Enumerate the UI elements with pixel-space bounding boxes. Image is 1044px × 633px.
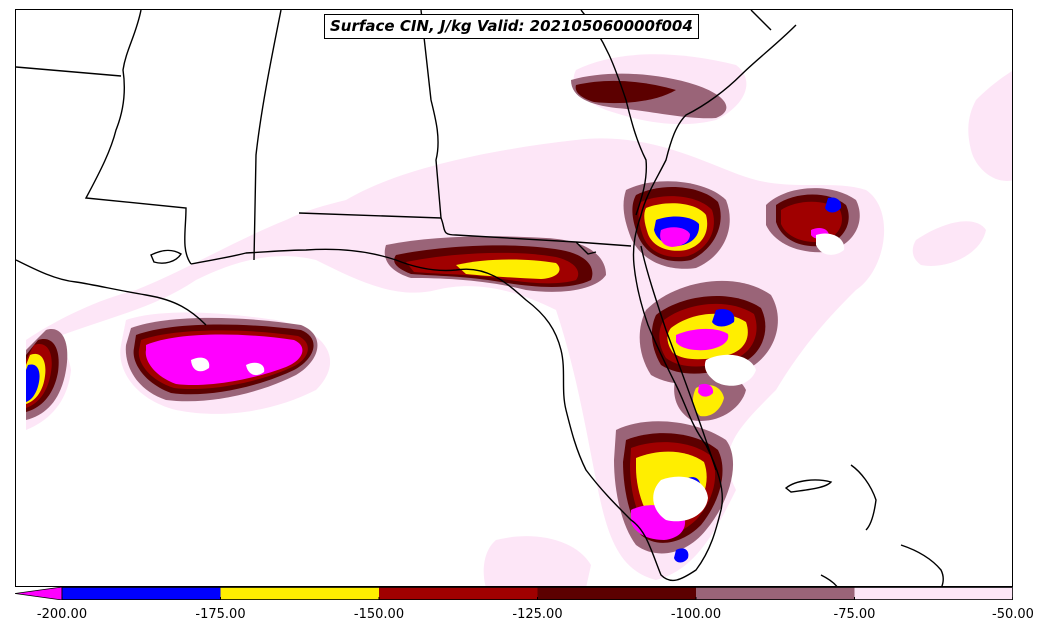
cin-map	[16, 10, 1012, 586]
colorbar-tick-label: -100.00	[670, 607, 722, 622]
colorbar-tick-label: -175.00	[195, 607, 246, 622]
map-title: Surface CIN, J/kg Valid: 202105060000f00…	[324, 14, 699, 39]
colorbar-segment	[537, 587, 696, 600]
colorbar-tick-label: -75.00	[833, 607, 876, 622]
colorbar-tick-label: -125.00	[512, 607, 563, 622]
colorbar-tick-label: -200.00	[36, 607, 88, 622]
colorbar	[15, 587, 1013, 600]
colorbar-segment	[854, 587, 1013, 600]
colorbar-extend-triangle	[15, 587, 63, 600]
cin-clear-patches	[191, 233, 845, 522]
colorbar-segment	[220, 587, 379, 600]
map-panel	[15, 9, 1013, 587]
coastlines-and-borders	[16, 10, 944, 586]
colorbar-tick-label: -150.00	[353, 607, 405, 622]
colorbar-segment	[62, 587, 221, 600]
colorbar-tick-label: -50.00	[992, 607, 1034, 622]
colorbar-segment	[696, 587, 855, 600]
colorbar-segment	[379, 587, 538, 600]
